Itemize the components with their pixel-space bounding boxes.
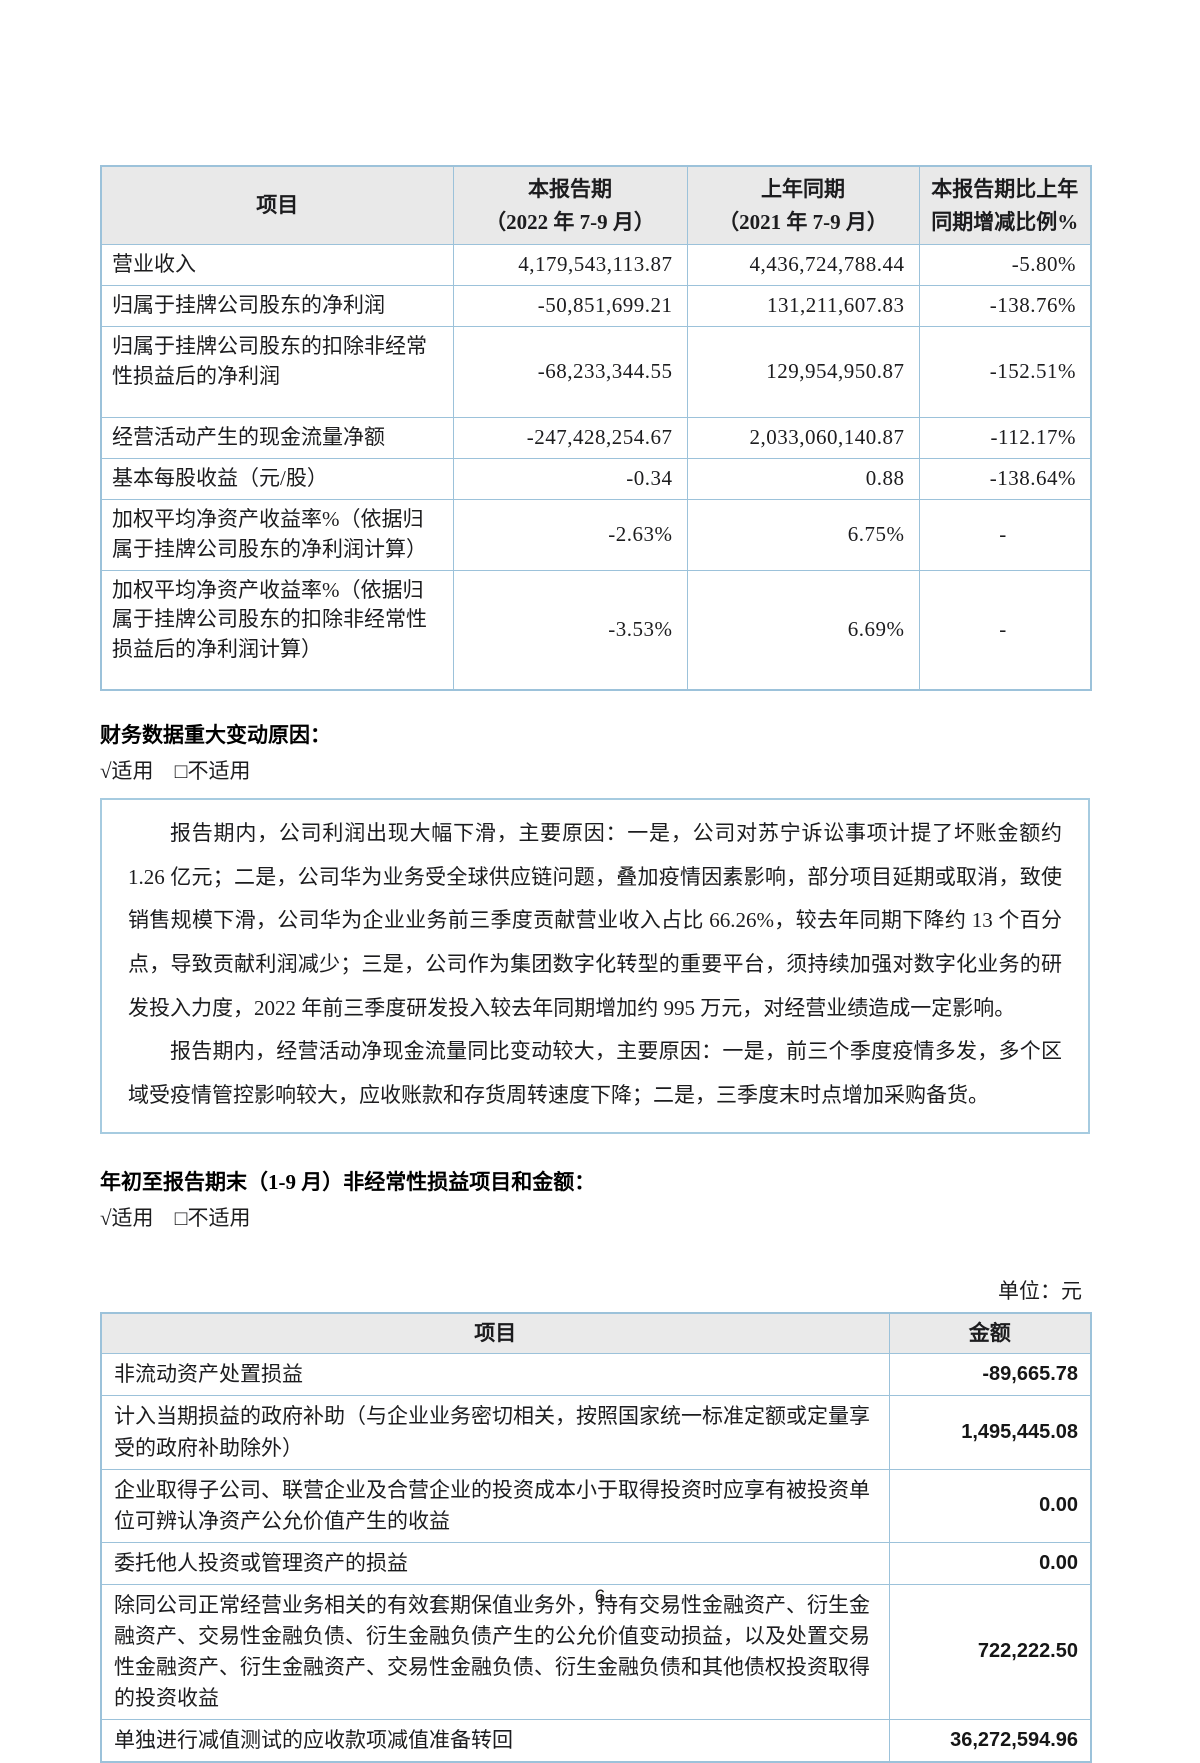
- check-icon: √: [100, 759, 112, 784]
- metric-change-value: -: [918, 569, 1092, 691]
- applicable-option: √适用: [100, 1206, 154, 1230]
- not-applicable-label: 不适用: [187, 759, 251, 784]
- col-header-line: 上年同期: [761, 177, 845, 201]
- reason-paragraph: 报告期内，经营活动净现金流量同比变动较大，主要原因：一是，前三个季度疫情多发，多…: [128, 1039, 1062, 1107]
- col-header-line: 同期增减比例%: [931, 209, 1079, 234]
- applicable-label: 适用: [111, 1206, 154, 1231]
- item-label: 企业取得子公司、联营企业及合营企业的投资成本小于取得投资时应享有被投资单位可辨认…: [100, 1468, 890, 1543]
- col-header-line: （2021 年 7-9 月）: [718, 209, 888, 234]
- empty-checkbox-icon: □: [174, 759, 188, 784]
- table-row: 营业收入 4,179,543,113.87 4,436,724,788.44 -…: [100, 244, 1092, 286]
- col-header-item: 项目: [100, 1312, 890, 1355]
- item-amount: 0.00: [888, 1468, 1092, 1543]
- table-row: 归属于挂牌公司股东的扣除非经常性损益后的净利润 -68,233,344.55 1…: [100, 325, 1092, 419]
- item-label: 单独进行减值测试的应收款项减值准备转回: [100, 1719, 890, 1763]
- metric-current-value: 4,179,543,113.87: [452, 244, 688, 286]
- metric-label: 经营活动产生的现金流量净额: [100, 417, 454, 460]
- item-label: 非流动资产处置损益: [100, 1353, 890, 1397]
- metric-change-value: -5.80%: [918, 244, 1092, 286]
- item-amount: 36,272,594.96: [888, 1719, 1092, 1763]
- table-row: 加权平均净资产收益率%（依据归属于挂牌公司股东的净利润计算） -2.63% 6.…: [100, 498, 1092, 571]
- metric-change-value: -112.17%: [918, 417, 1092, 460]
- report-page: 项目 本报告期 （2022 年 7-9 月） 上年同期 （2021 年 7-9 …: [100, 165, 1092, 1763]
- metric-label: 基本每股收益（元/股）: [100, 458, 454, 500]
- item-amount: 0.00: [888, 1541, 1092, 1585]
- table-row: 单独进行减值测试的应收款项减值准备转回 36,272,594.96: [100, 1719, 1092, 1763]
- metric-current-value: -50,851,699.21: [452, 284, 688, 327]
- col-header-prior-period: 上年同期 （2021 年 7-9 月）: [686, 165, 920, 246]
- metric-change-value: -: [918, 498, 1092, 571]
- applicable-label: 适用: [111, 759, 154, 784]
- metric-label: 归属于挂牌公司股东的扣除非经常性损益后的净利润: [100, 325, 454, 419]
- check-icon: √: [100, 1206, 112, 1231]
- not-applicable-option: □不适用: [175, 759, 251, 783]
- table-row: 非流动资产处置损益 -89,665.78: [100, 1353, 1092, 1397]
- col-header-item: 项目: [100, 165, 454, 246]
- applicability-line: √适用 □不适用: [100, 1203, 1090, 1235]
- change-reason-textbox: 报告期内，公司利润出现大幅下滑，主要原因：一是，公司对苏宁诉讼事项计提了坏账金额…: [100, 797, 1090, 1134]
- metric-current-value: -68,233,344.55: [452, 325, 688, 419]
- metric-prior-value: 0.88: [686, 458, 920, 500]
- col-header-line: 本报告期比上年: [931, 177, 1079, 201]
- metric-label: 加权平均净资产收益率%（依据归属于挂牌公司股东的扣除非经常性损益后的净利润计算）: [100, 569, 454, 691]
- page-number: 6: [594, 1587, 606, 1608]
- item-label: 委托他人投资或管理资产的损益: [100, 1541, 890, 1585]
- metric-change-value: -138.76%: [918, 284, 1092, 327]
- metric-prior-value: 4,436,724,788.44: [686, 244, 920, 286]
- metric-label: 营业收入: [100, 244, 454, 286]
- table-row: 企业取得子公司、联营企业及合营企业的投资成本小于取得投资时应享有被投资单位可辨认…: [100, 1468, 1092, 1543]
- metric-change-value: -138.64%: [918, 458, 1092, 500]
- col-header-line: （2022 年 7-9 月）: [485, 209, 655, 234]
- col-header-line: 本报告期: [528, 177, 612, 201]
- key-financials-table: 项目 本报告期 （2022 年 7-9 月） 上年同期 （2021 年 7-9 …: [100, 165, 1092, 692]
- item-amount: 1,495,445.08: [888, 1395, 1092, 1470]
- table-row: 归属于挂牌公司股东的净利润 -50,851,699.21 131,211,607…: [100, 284, 1092, 327]
- item-label: 计入当期损益的政府补助（与企业业务密切相关，按照国家统一标准定额或定量享受的政府…: [100, 1395, 890, 1470]
- metric-label: 归属于挂牌公司股东的净利润: [100, 284, 454, 327]
- col-header-amount: 金额: [888, 1312, 1092, 1355]
- not-applicable-label: 不适用: [187, 1206, 251, 1231]
- metric-current-value: -3.53%: [452, 569, 688, 691]
- metric-prior-value: 129,954,950.87: [686, 325, 920, 419]
- section-title-financial-change-reasons: 财务数据重大变动原因：: [100, 723, 331, 748]
- item-amount: -89,665.78: [888, 1353, 1092, 1397]
- unit-label: 单位：元: [998, 1278, 1082, 1303]
- section-title-non-recurring-items: 年初至报告期末（1-9 月）非经常性损益项目和金额：: [100, 1169, 596, 1194]
- table-row: 经营活动产生的现金流量净额 -247,428,254.67 2,033,060,…: [100, 417, 1092, 460]
- table-header-row: 项目 金额: [100, 1312, 1092, 1355]
- table-row: 基本每股收益（元/股） -0.34 0.88 -138.64%: [100, 458, 1092, 500]
- metric-prior-value: 6.69%: [686, 569, 920, 691]
- non-recurring-items-table: 项目 金额 非流动资产处置损益 -89,665.78 计入当期损益的政府补助（与…: [100, 1311, 1092, 1763]
- metric-change-value: -152.51%: [918, 325, 1092, 419]
- table-row: 委托他人投资或管理资产的损益 0.00: [100, 1541, 1092, 1585]
- metric-prior-value: 2,033,060,140.87: [686, 417, 920, 460]
- metric-prior-value: 6.75%: [686, 498, 920, 571]
- metric-label: 加权平均净资产收益率%（依据归属于挂牌公司股东的净利润计算）: [100, 498, 454, 571]
- empty-checkbox-icon: □: [174, 1206, 188, 1231]
- table-header-row: 项目 本报告期 （2022 年 7-9 月） 上年同期 （2021 年 7-9 …: [100, 165, 1092, 246]
- metric-current-value: -247,428,254.67: [452, 417, 688, 460]
- reason-paragraph: 报告期内，公司利润出现大幅下滑，主要原因：一是，公司对苏宁诉讼事项计提了坏账金额…: [128, 820, 1062, 1020]
- applicability-line: √适用 □不适用: [100, 756, 1090, 788]
- metric-current-value: -2.63%: [452, 498, 688, 571]
- col-header-current-period: 本报告期 （2022 年 7-9 月）: [452, 165, 688, 246]
- table-row: 计入当期损益的政府补助（与企业业务密切相关，按照国家统一标准定额或定量享受的政府…: [100, 1395, 1092, 1470]
- metric-current-value: -0.34: [452, 458, 688, 500]
- not-applicable-option: □不适用: [175, 1206, 251, 1230]
- applicable-option: √适用: [100, 759, 154, 783]
- metric-prior-value: 131,211,607.83: [686, 284, 920, 327]
- table-row: 加权平均净资产收益率%（依据归属于挂牌公司股东的扣除非经常性损益后的净利润计算）…: [100, 569, 1092, 691]
- col-header-change-pct: 本报告期比上年 同期增减比例%: [918, 165, 1092, 246]
